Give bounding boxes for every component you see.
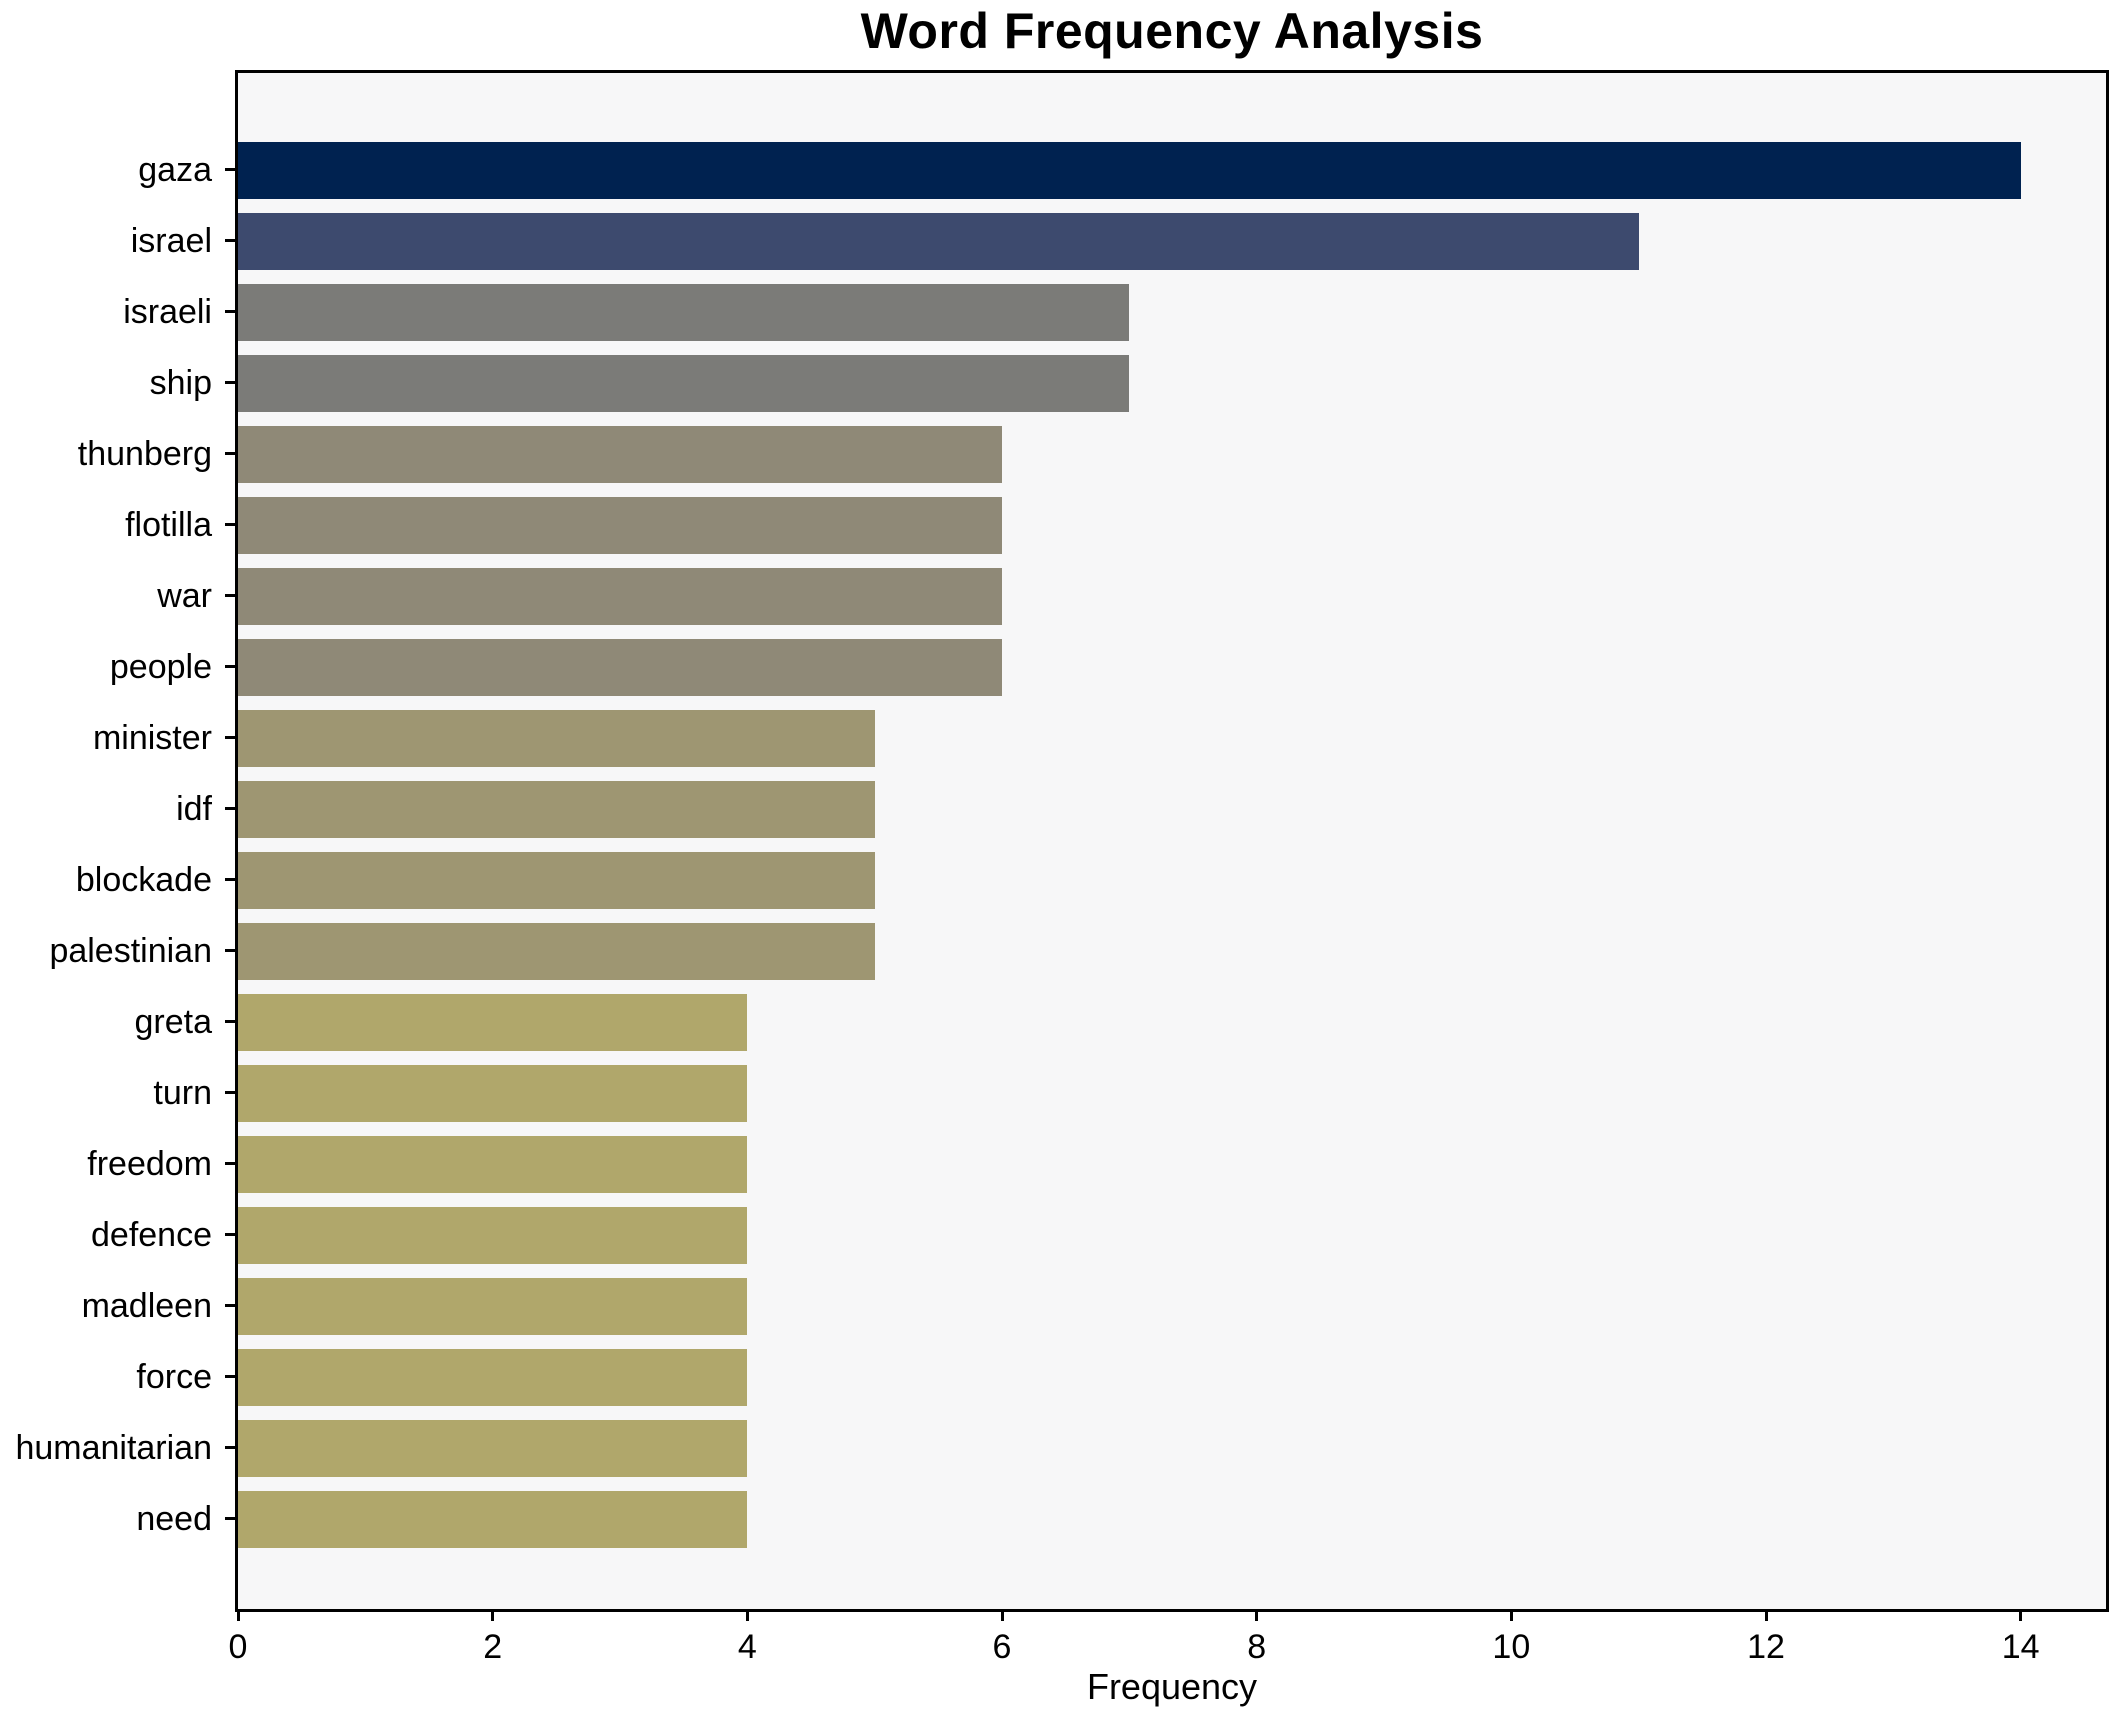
x-tick-mark bbox=[1000, 1612, 1004, 1621]
x-tick-label-12: 12 bbox=[1747, 1628, 1785, 1666]
x-tick-mark bbox=[2019, 1612, 2023, 1621]
y-tick-label-israeli: israeli bbox=[123, 293, 212, 331]
bar-freedom bbox=[238, 1135, 748, 1193]
bar-turn bbox=[238, 1064, 748, 1122]
y-tick-label-minister: minister bbox=[92, 719, 212, 757]
y-tick-mark bbox=[225, 1446, 235, 1449]
bar-force bbox=[238, 1348, 748, 1406]
x-tick-label-14: 14 bbox=[2001, 1628, 2040, 1666]
y-tick-mark bbox=[225, 168, 235, 171]
x-tick-mark bbox=[236, 1612, 240, 1621]
y-tick-mark bbox=[225, 523, 235, 526]
x-tick-mark bbox=[745, 1612, 749, 1621]
y-tick-mark bbox=[225, 239, 235, 242]
bar-people bbox=[238, 638, 1002, 696]
x-tick-label-0: 0 bbox=[228, 1628, 248, 1666]
y-tick-mark bbox=[225, 310, 235, 313]
y-tick-label-flotilla: flotilla bbox=[125, 506, 212, 544]
bar-war bbox=[238, 567, 1002, 625]
bar-gaza bbox=[238, 141, 2021, 199]
bar-minister bbox=[238, 709, 875, 767]
y-tick-label-blockade: blockade bbox=[75, 861, 212, 899]
y-tick-mark bbox=[225, 736, 235, 739]
y-tick-mark bbox=[225, 665, 235, 668]
x-tick-label-8: 8 bbox=[1247, 1628, 1267, 1666]
y-tick-label-gaza: gaza bbox=[138, 151, 212, 189]
bar-need bbox=[238, 1490, 748, 1548]
y-tick-mark bbox=[225, 1304, 235, 1307]
y-tick-mark bbox=[225, 594, 235, 597]
y-tick-mark bbox=[225, 1375, 235, 1378]
y-tick-mark bbox=[225, 1091, 235, 1094]
y-tick-label-israel: israel bbox=[130, 222, 212, 260]
bar-blockade bbox=[238, 851, 875, 909]
y-tick-mark bbox=[225, 1517, 235, 1520]
y-tick-label-madleen: madleen bbox=[81, 1287, 212, 1325]
chart-title: Word Frequency Analysis bbox=[860, 3, 1484, 59]
y-tick-mark bbox=[225, 452, 235, 455]
y-tick-label-humanitarian: humanitarian bbox=[15, 1429, 212, 1467]
bar-israel bbox=[238, 212, 1639, 270]
y-tick-label-defence: defence bbox=[91, 1216, 212, 1254]
y-tick-mark bbox=[225, 949, 235, 952]
y-tick-label-thunberg: thunberg bbox=[77, 435, 212, 473]
y-tick-label-people: people bbox=[109, 648, 212, 686]
x-tick-mark bbox=[491, 1612, 495, 1621]
y-tick-label-palestinian: palestinian bbox=[49, 932, 212, 970]
x-tick-mark bbox=[1764, 1612, 1768, 1621]
bar-ship bbox=[238, 354, 1130, 412]
x-axis-title: Frequency bbox=[1086, 1666, 1258, 1707]
y-tick-mark bbox=[225, 1162, 235, 1165]
y-tick-mark bbox=[225, 381, 235, 384]
y-tick-mark bbox=[225, 878, 235, 881]
bar-defence bbox=[238, 1206, 748, 1264]
x-tick-mark bbox=[1509, 1612, 1513, 1621]
y-tick-mark bbox=[225, 1020, 235, 1023]
bar-idf bbox=[238, 780, 875, 838]
bar-israeli bbox=[238, 283, 1130, 341]
y-tick-label-turn: turn bbox=[153, 1074, 212, 1112]
y-tick-label-war: war bbox=[157, 577, 212, 615]
bar-madleen bbox=[238, 1277, 748, 1335]
bar-palestinian bbox=[238, 922, 875, 980]
y-tick-label-ship: ship bbox=[149, 364, 212, 402]
x-tick-label-2: 2 bbox=[483, 1628, 503, 1666]
x-tick-label-4: 4 bbox=[737, 1628, 757, 1666]
x-tick-label-6: 6 bbox=[992, 1628, 1012, 1666]
x-tick-mark bbox=[1255, 1612, 1259, 1621]
bar-humanitarian bbox=[238, 1419, 748, 1477]
y-tick-label-greta: greta bbox=[134, 1003, 213, 1041]
y-tick-label-idf: idf bbox=[176, 790, 212, 828]
bar-thunberg bbox=[238, 425, 1002, 483]
bar-flotilla bbox=[238, 496, 1002, 554]
plot-area bbox=[225, 70, 2109, 1612]
bar-greta bbox=[238, 993, 748, 1051]
y-tick-label-freedom: freedom bbox=[87, 1145, 212, 1183]
x-tick-label-10: 10 bbox=[1492, 1628, 1531, 1666]
y-tick-label-need: need bbox=[136, 1500, 212, 1538]
x-axis: 0 2 4 6 8 10 12 14 bbox=[229, 1612, 2106, 1722]
y-tick-mark bbox=[225, 1233, 235, 1236]
y-axis-labels: gaza israel israeli ship thunberg flotilla war… bbox=[0, 70, 212, 1612]
y-tick-mark bbox=[225, 807, 235, 810]
y-tick-label-force: force bbox=[136, 1358, 212, 1396]
